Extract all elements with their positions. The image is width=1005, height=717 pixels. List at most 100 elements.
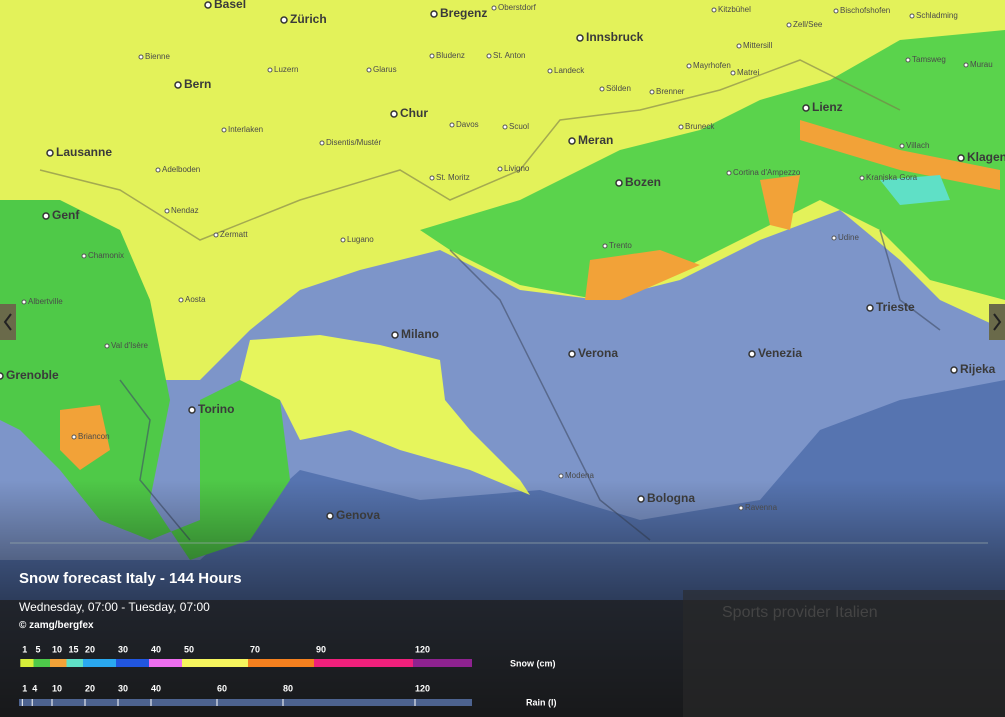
- town-label: Murau: [970, 60, 993, 69]
- town-dot: [686, 63, 692, 69]
- snow-legend-tick: 15: [69, 644, 79, 654]
- town-dot: [340, 237, 346, 243]
- nav-next[interactable]: [989, 304, 1005, 340]
- city-label: Grenoble: [6, 368, 59, 382]
- nav-prev-icon: [3, 313, 12, 331]
- snow-legend-segment: [413, 659, 472, 667]
- snow-area: [240, 335, 530, 495]
- town-label: Scuol: [509, 122, 529, 131]
- background-text: Sports provider Italien: [722, 604, 878, 621]
- snow-legend-tick: 10: [52, 644, 62, 654]
- snow-legend-segment: [66, 659, 85, 667]
- background-panel: [683, 590, 1005, 717]
- city-label: Bologna: [647, 491, 695, 505]
- town-dot: [81, 253, 87, 259]
- town-dot: [786, 22, 792, 28]
- city-label: Bregenz: [440, 6, 487, 20]
- snow-legend-segment: [314, 659, 415, 667]
- town-label: Lugano: [347, 235, 374, 244]
- city-label: Genova: [336, 508, 380, 522]
- town-dot: [267, 67, 273, 73]
- town-dot: [491, 5, 497, 11]
- city-dot: [802, 104, 810, 112]
- city-label: Basel: [214, 0, 246, 11]
- snow-legend-tick: 20: [85, 644, 95, 654]
- town-dot: [899, 143, 905, 149]
- town-dot: [833, 8, 839, 14]
- rain-legend-tick: 10: [52, 683, 62, 693]
- town-dot: [905, 57, 911, 63]
- snow-legend-tick: 50: [184, 644, 194, 654]
- town-dot: [678, 124, 684, 130]
- town-dot: [155, 167, 161, 173]
- town-dot: [138, 54, 144, 60]
- nav-next-icon: [993, 313, 1002, 331]
- city-dot: [748, 350, 756, 358]
- town-label: Albertville: [28, 297, 63, 306]
- snow-area-green: [420, 30, 1005, 300]
- town-label: Chamonix: [88, 251, 124, 260]
- city-dot: [326, 512, 334, 520]
- snow-legend-segment: [149, 659, 184, 667]
- snow-legend-tick: 5: [36, 644, 41, 654]
- town-label: Val d'Isère: [111, 341, 149, 350]
- town-dot: [649, 89, 655, 95]
- rain-legend-tick: 120: [415, 683, 430, 693]
- snow-legend-tick: 40: [151, 644, 161, 654]
- snow-legend-tick: 1: [22, 644, 27, 654]
- town-label: Cortina d'Ampezzo: [733, 168, 801, 177]
- city-label: Verona: [578, 346, 618, 360]
- town-dot: [599, 86, 605, 92]
- city-dot: [568, 350, 576, 358]
- town-dot: [859, 175, 865, 181]
- city-dot: [637, 495, 645, 503]
- town-dot: [502, 124, 508, 130]
- city-dot: [0, 372, 4, 380]
- town-label: Tamsweg: [912, 55, 946, 64]
- rain-legend-tick: 4: [32, 683, 37, 693]
- town-label: Matrei: [737, 68, 759, 77]
- town-label: Schladming: [916, 11, 958, 20]
- town-label: Glarus: [373, 65, 397, 74]
- snow-area-cyan: [880, 175, 950, 205]
- rain-legend-label: Rain (l): [526, 697, 557, 707]
- town-label: Trento: [609, 241, 632, 250]
- snow-legend-tick: 30: [118, 644, 128, 654]
- snow-area-orange: [800, 120, 1000, 190]
- rain-legend-tick: 60: [217, 683, 227, 693]
- rain-legend-tick: 30: [118, 683, 128, 693]
- town-dot: [726, 170, 732, 176]
- town-label: Davos: [456, 120, 479, 129]
- town-label: Udine: [838, 233, 859, 242]
- snow-legend-segment: [33, 659, 52, 667]
- town-label: Bischofshofen: [840, 6, 890, 15]
- town-dot: [449, 122, 455, 128]
- nav-prev[interactable]: [0, 304, 16, 340]
- city-dot: [174, 81, 182, 89]
- town-label: Villach: [906, 141, 929, 150]
- town-label: Interlaken: [228, 125, 263, 134]
- city-dot: [957, 154, 965, 162]
- town-dot: [730, 70, 736, 76]
- city-dot: [950, 366, 958, 374]
- city-dot: [430, 10, 438, 18]
- city-label: Bern: [184, 77, 211, 91]
- title: Snow forecast Italy - 144 Hours: [19, 570, 242, 587]
- snow-legend-segment: [50, 659, 69, 667]
- city-label: Venezia: [758, 346, 802, 360]
- town-dot: [486, 53, 492, 59]
- town-label: Oberstdorf: [498, 3, 537, 12]
- city-dot: [568, 137, 576, 145]
- city-label: Lausanne: [56, 145, 112, 159]
- snow-area-orange: [585, 250, 700, 300]
- city-label: Genf: [52, 208, 80, 222]
- snow-area: [0, 0, 1005, 380]
- snow-legend-label: Snow (cm): [510, 658, 556, 668]
- town-label: Kitzbühel: [718, 5, 751, 14]
- town-label: Nendaz: [171, 206, 199, 215]
- period: Wednesday, 07:00 - Tuesday, 07:00: [19, 600, 210, 614]
- town-label: Adelboden: [162, 165, 200, 174]
- snow-legend-tick: 70: [250, 644, 260, 654]
